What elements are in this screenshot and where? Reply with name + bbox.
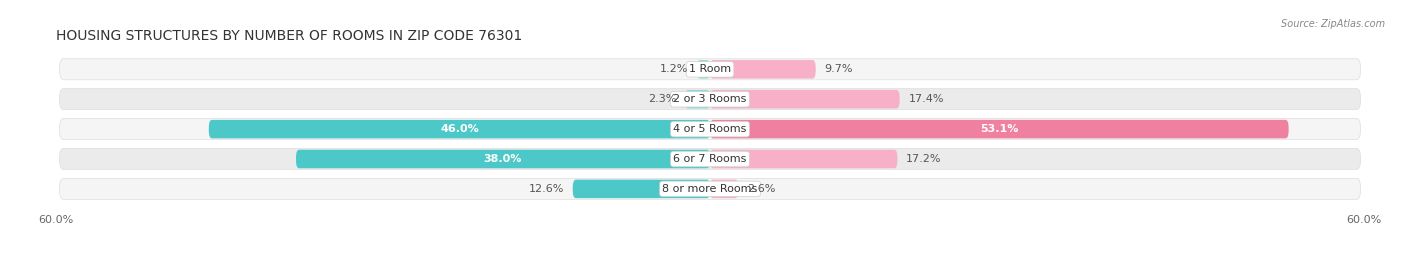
Legend: Owner-occupied, Renter-occupied: Owner-occupied, Renter-occupied	[581, 268, 839, 269]
FancyBboxPatch shape	[295, 150, 710, 168]
Text: 46.0%: 46.0%	[440, 124, 479, 134]
FancyBboxPatch shape	[697, 60, 710, 79]
Text: 12.6%: 12.6%	[529, 184, 564, 194]
FancyBboxPatch shape	[59, 118, 1361, 139]
Text: HOUSING STRUCTURES BY NUMBER OF ROOMS IN ZIP CODE 76301: HOUSING STRUCTURES BY NUMBER OF ROOMS IN…	[56, 29, 523, 43]
Text: 8 or more Rooms: 8 or more Rooms	[662, 184, 758, 194]
FancyBboxPatch shape	[59, 119, 1361, 140]
FancyBboxPatch shape	[59, 59, 1361, 80]
Text: 2 or 3 Rooms: 2 or 3 Rooms	[673, 94, 747, 104]
Text: 2.3%: 2.3%	[648, 94, 676, 104]
Text: 17.2%: 17.2%	[905, 154, 942, 164]
Text: 53.1%: 53.1%	[980, 124, 1018, 134]
Text: 6 or 7 Rooms: 6 or 7 Rooms	[673, 154, 747, 164]
FancyBboxPatch shape	[710, 150, 897, 168]
FancyBboxPatch shape	[59, 148, 1361, 169]
FancyBboxPatch shape	[710, 180, 738, 198]
Text: 17.4%: 17.4%	[908, 94, 943, 104]
Text: 1.2%: 1.2%	[659, 64, 689, 74]
Text: 2.6%: 2.6%	[747, 184, 776, 194]
Text: 4 or 5 Rooms: 4 or 5 Rooms	[673, 124, 747, 134]
FancyBboxPatch shape	[710, 120, 1289, 138]
FancyBboxPatch shape	[59, 89, 1361, 109]
FancyBboxPatch shape	[710, 60, 815, 79]
FancyBboxPatch shape	[710, 90, 900, 108]
FancyBboxPatch shape	[685, 90, 710, 108]
Text: Source: ZipAtlas.com: Source: ZipAtlas.com	[1281, 19, 1385, 29]
FancyBboxPatch shape	[59, 178, 1361, 199]
FancyBboxPatch shape	[59, 59, 1361, 80]
FancyBboxPatch shape	[59, 89, 1361, 110]
FancyBboxPatch shape	[572, 180, 710, 198]
FancyBboxPatch shape	[59, 148, 1361, 169]
Text: 1 Room: 1 Room	[689, 64, 731, 74]
Text: 38.0%: 38.0%	[484, 154, 522, 164]
Text: 9.7%: 9.7%	[824, 64, 853, 74]
FancyBboxPatch shape	[208, 120, 710, 138]
FancyBboxPatch shape	[59, 178, 1361, 199]
